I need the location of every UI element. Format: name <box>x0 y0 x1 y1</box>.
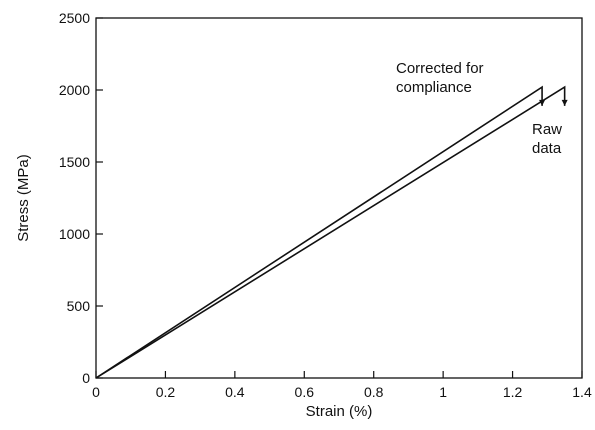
annotation-line: compliance <box>396 79 472 96</box>
x-tick-label: 0.4 <box>225 384 245 400</box>
x-tick-label: 0 <box>92 384 100 400</box>
y-axis-label: Stress (MPa) <box>15 154 32 242</box>
plot-frame <box>95 17 583 379</box>
x-axis-ticks: 0 0.2 0.4 0.6 0.8 1 1.2 1.4 <box>92 371 592 400</box>
y-tick-label: 1000 <box>59 226 90 242</box>
x-tick-label: 0.6 <box>295 384 315 400</box>
y-tick-label: 0 <box>82 370 90 386</box>
annotation-line: data <box>532 140 562 157</box>
annotation-line: Raw <box>532 121 562 138</box>
y-tick-label: 500 <box>67 298 91 314</box>
y-tick-label: 2000 <box>59 82 90 98</box>
x-tick-label: 1.4 <box>572 384 592 400</box>
fracture-arrow-marker <box>561 99 568 106</box>
y-axis-ticks: 0 500 1000 1500 2000 2500 <box>59 10 103 386</box>
x-tick-label: 0.8 <box>364 384 384 400</box>
annotations: Corrected for compliance Raw data <box>396 60 562 157</box>
annotation-corrected: Corrected for compliance <box>396 60 484 96</box>
series-line-raw <box>95 85 566 379</box>
series-lines <box>95 85 568 379</box>
y-tick-label: 1500 <box>59 154 90 170</box>
x-tick-label: 1.2 <box>503 384 523 400</box>
y-tick-label: 2500 <box>59 10 90 26</box>
x-axis-label: Strain (%) <box>306 403 373 420</box>
x-tick-label: 0.2 <box>156 384 176 400</box>
series-line-corrected <box>95 85 543 379</box>
annotation-raw: Raw data <box>532 121 562 157</box>
x-tick-label: 1 <box>439 384 447 400</box>
annotation-line: Corrected for <box>396 60 484 77</box>
